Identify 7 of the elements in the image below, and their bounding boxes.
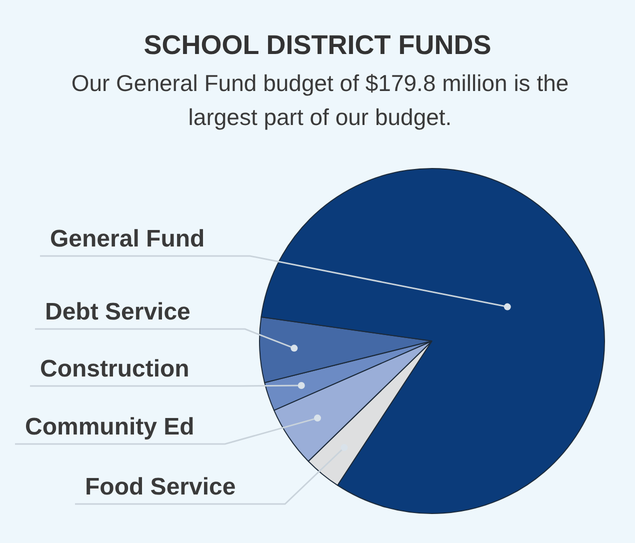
chart-subtitle: Our General Fund budget of $179.8 million is the largest part of our budget. — [70, 69, 570, 132]
chart-title: SCHOOL DISTRICT FUNDS — [142, 30, 492, 61]
slice-label: Community Ed — [25, 414, 194, 441]
slice-label: Construction — [40, 356, 190, 383]
slice-label: Food Service — [85, 474, 236, 501]
slice-label: Debt Service — [45, 298, 190, 326]
slice-label: General Fund — [50, 226, 205, 253]
